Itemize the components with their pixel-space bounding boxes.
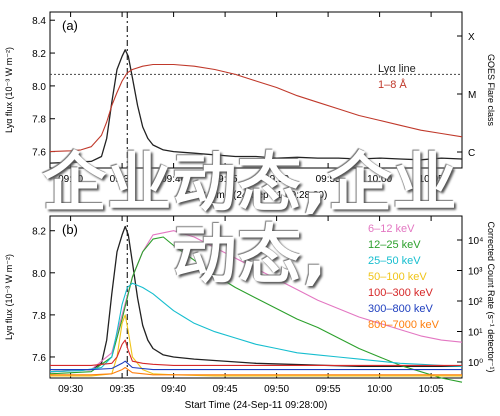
legend-entry: 300–800 keV — [368, 303, 433, 315]
legend-entry: 800–7000 keV — [368, 319, 440, 331]
right-tick-label: 10¹ — [468, 328, 483, 339]
series-line — [49, 49, 463, 164]
x-axis-label: Start Time (24-Sep-11 09:28:00) — [185, 400, 328, 411]
x-tick-label: 10:00 — [367, 174, 392, 185]
x-tick-label: 09:55 — [316, 384, 341, 395]
legend-entry: 12–25 keV — [368, 239, 421, 251]
panel-label: (b) — [62, 222, 78, 237]
legend-entry: 6–12 keV — [368, 223, 415, 235]
legend-entry: Lyα line — [378, 63, 416, 75]
y-tick-label: 8.0 — [32, 82, 46, 93]
y-tick-label: 8.0 — [32, 269, 46, 280]
right-axis-label: GOES Flare class — [486, 54, 496, 127]
y-tick-label: 7.8 — [32, 311, 46, 322]
x-tick-label: 09:45 — [213, 384, 238, 395]
x-tick-label: 09:50 — [264, 384, 289, 395]
plot-frame — [49, 11, 463, 169]
series-line — [49, 282, 463, 373]
right-tick-label: 10⁰ — [468, 358, 483, 369]
x-tick-label: 09:30 — [58, 174, 83, 185]
x-tick-label: 10:05 — [419, 384, 444, 395]
right-tick-label: 10³ — [468, 267, 483, 278]
panel-label: (a) — [62, 18, 78, 33]
right-tick-label: 10² — [468, 297, 483, 308]
series-line — [50, 314, 462, 377]
y-tick-label: 7.8 — [32, 115, 46, 126]
y-tick-label: 8.2 — [32, 227, 46, 238]
y-axis-label: Lyα flux (10⁻³ W m⁻²) — [4, 47, 14, 133]
right-tick-label: C — [468, 148, 475, 159]
x-tick-label: 09:55 — [316, 174, 341, 185]
x-tick-label: 10:05 — [419, 174, 444, 185]
y-tick-label: 7.6 — [32, 353, 46, 364]
watermark-line-1: 企业动态,企业 — [42, 147, 458, 221]
right-tick-label: 10⁴ — [468, 236, 483, 247]
legend-entry: 50–100 keV — [368, 271, 427, 283]
right-tick-label: X — [468, 32, 475, 43]
series-line — [50, 366, 462, 376]
legend-entry: 100–300 keV — [368, 287, 433, 299]
series-line — [49, 225, 462, 373]
y-tick-label: 8.2 — [32, 49, 46, 60]
right-tick-label: M — [468, 90, 476, 101]
x-tick-label: 09:45 — [213, 174, 238, 185]
x-tick-label: 09:40 — [161, 174, 186, 185]
x-tick-label: 09:30 — [58, 384, 83, 395]
series-line — [50, 339, 462, 366]
x-tick-label: 09:35 — [110, 174, 135, 185]
x-tick-label: 09:40 — [161, 384, 186, 395]
y-tick-label: 7.6 — [32, 148, 46, 159]
legend-entry: 1–8 Å — [378, 78, 407, 91]
series-line — [49, 63, 463, 153]
x-tick-label: 09:50 — [264, 174, 289, 185]
plot-frame — [49, 215, 463, 379]
y-tick-label: 8.4 — [32, 16, 46, 27]
series-line — [49, 236, 463, 383]
x-tick-label: 10:00 — [367, 384, 392, 395]
watermark-line-2: 动态, — [172, 219, 328, 293]
series-line — [50, 360, 462, 371]
x-axis-label: Start Time (24-Sep-11 09:28:00) — [185, 190, 328, 201]
x-tick-label: 09:35 — [110, 384, 135, 395]
right-axis-label: Corrected Count Rate (s⁻¹ detector⁻¹) — [486, 221, 496, 372]
y-axis-label: Lyα flux (10⁻³ W m⁻²) — [4, 254, 14, 340]
legend-entry: 25–50 keV — [368, 255, 421, 267]
